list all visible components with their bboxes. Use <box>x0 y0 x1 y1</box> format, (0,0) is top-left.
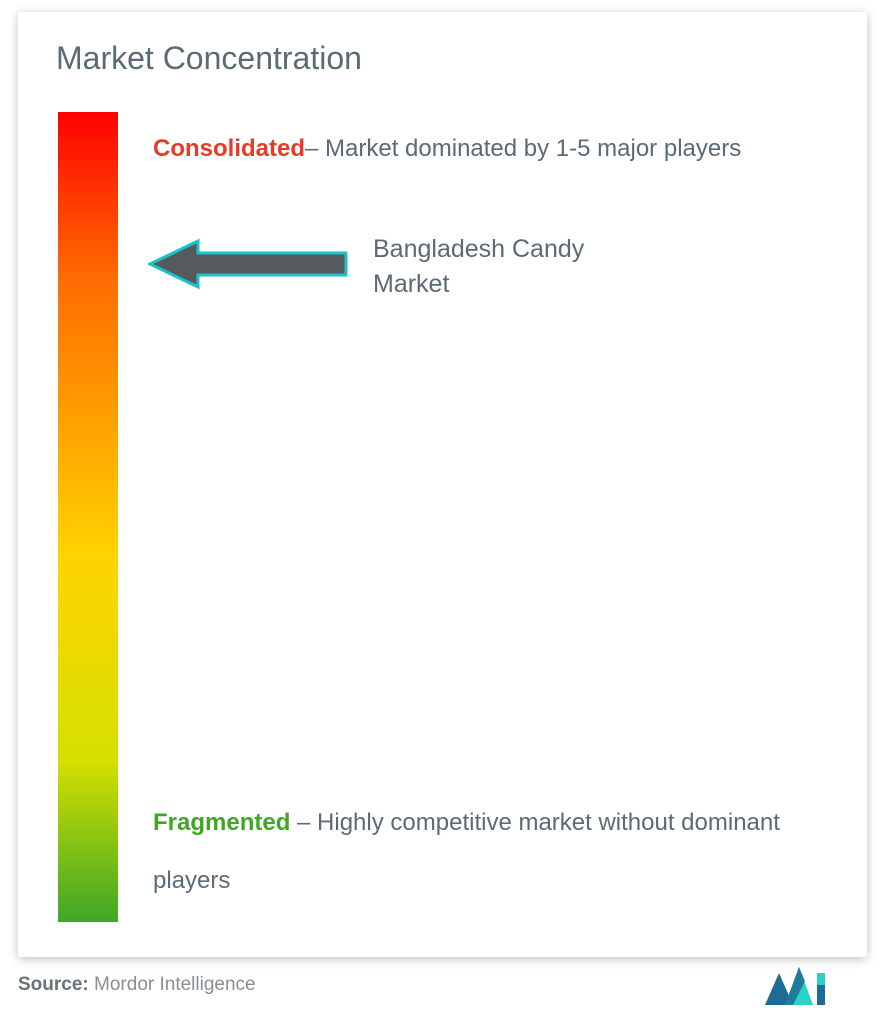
market-label: Bangladesh Candy Market <box>373 232 653 302</box>
page-title: Market Concentration <box>56 40 362 77</box>
source-value: Mordor Intelligence <box>89 974 256 995</box>
source-text: Source: Mordor Intelligence <box>18 974 256 996</box>
source-label: Source: <box>18 974 89 995</box>
consolidated-label: Consolidated <box>153 135 305 162</box>
fragmented-label: Fragmented <box>153 809 290 836</box>
fragmented-block: Fragmented – Highly competitive market w… <box>153 794 843 909</box>
footer: Source: Mordor Intelligence <box>18 965 867 1005</box>
card: Market Concentration Consolidated– Marke… <box>18 12 867 957</box>
brand-logo-icon <box>765 965 837 1005</box>
concentration-gradient-bar <box>58 112 118 922</box>
arrow-left-icon <box>148 237 348 291</box>
consolidated-block: Consolidated– Market dominated by 1-5 ma… <box>153 120 813 178</box>
marker-arrow-wrap <box>148 237 348 291</box>
consolidated-description: – Market dominated by 1-5 major players <box>305 135 741 162</box>
